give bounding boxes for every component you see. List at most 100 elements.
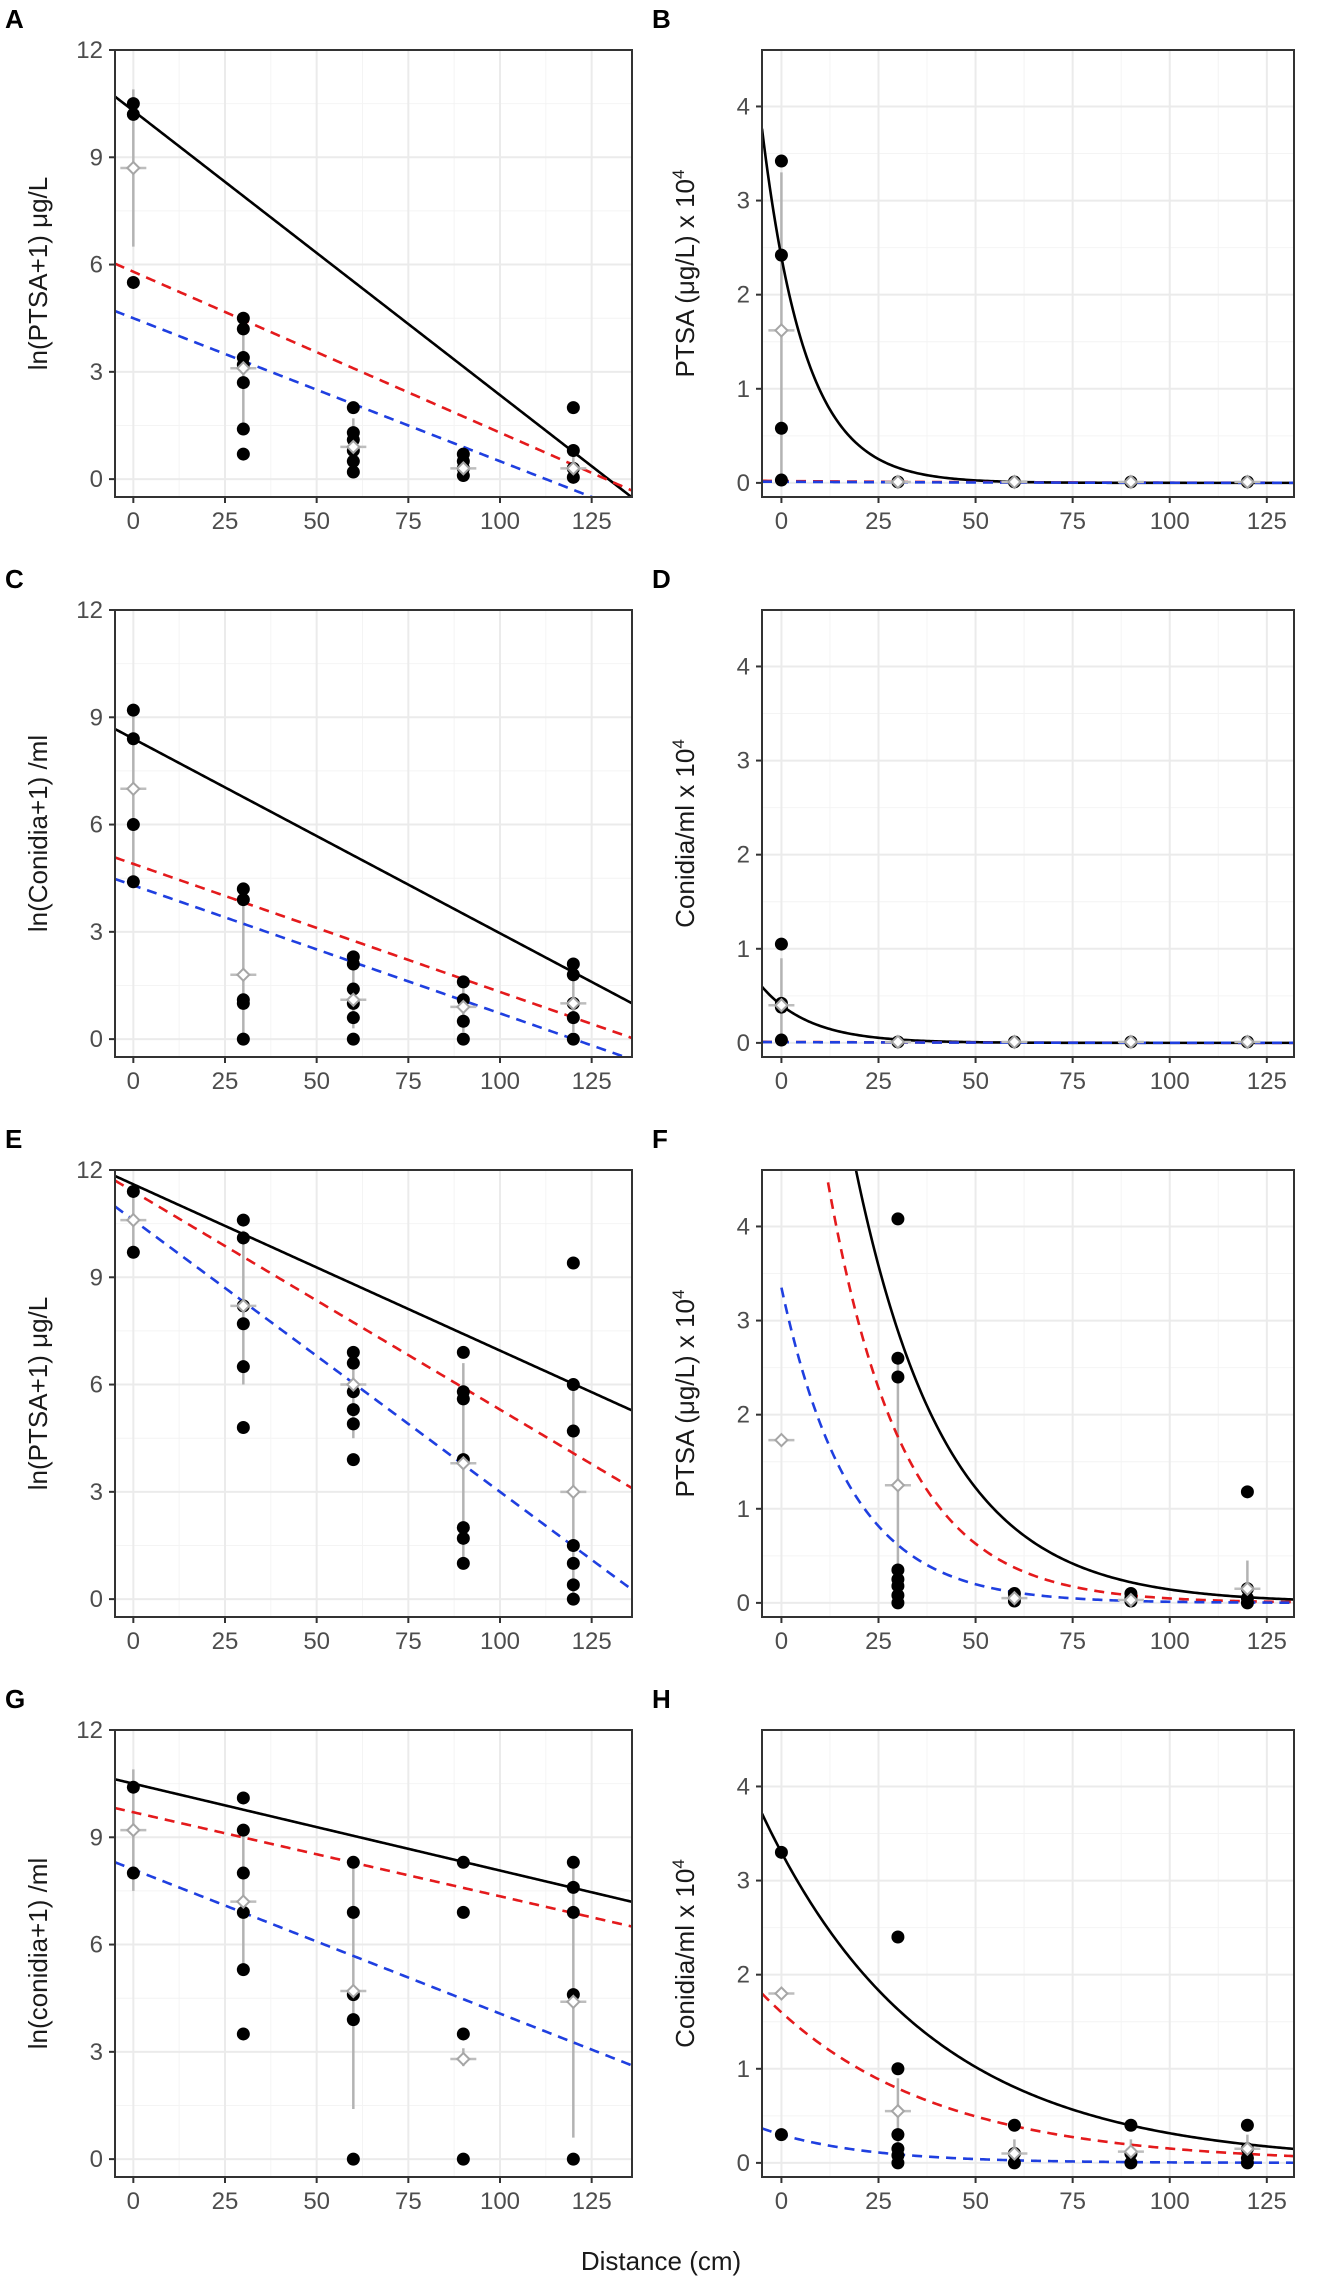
x-tick-label: 25: [865, 2188, 892, 2215]
data-point: [891, 1212, 905, 1226]
x-tick-label: 100: [1150, 508, 1190, 535]
data-point: [346, 454, 360, 468]
mean-marker: [565, 1994, 581, 2010]
panel-letter: E: [5, 1124, 22, 1154]
data-point: [236, 322, 250, 336]
y-tick-label: 9: [90, 1264, 103, 1291]
y-tick-label: 0: [90, 1026, 103, 1053]
y-tick-label: 4: [737, 93, 750, 120]
data-point: [566, 1855, 580, 1869]
mean-marker: [345, 1377, 361, 1392]
panel-frame: [761, 609, 1295, 1058]
data-point: [126, 1780, 140, 1794]
data-point: [456, 1556, 470, 1570]
data-point: [456, 1345, 470, 1359]
y-axis-title: ln(Conidia+1) /ml: [23, 735, 53, 932]
plot-background: [762, 50, 1294, 497]
data-point: [566, 444, 580, 458]
data-point: [346, 1011, 360, 1025]
data-layer: [762, 1813, 1294, 2170]
y-tick-label: 9: [90, 144, 103, 171]
data-point: [774, 154, 788, 168]
x-tick-label: 50: [303, 1628, 330, 1655]
fit-line-black: [115, 95, 632, 497]
x-tick-label: 100: [1150, 2188, 1190, 2215]
x-tick-label: 50: [962, 508, 989, 535]
y-tick-label: 0: [90, 1586, 103, 1613]
y-tick-label: 6: [90, 1932, 103, 1959]
data-point: [566, 1880, 580, 1894]
data-point: [126, 275, 140, 289]
data-point: [126, 1184, 140, 1198]
data-layer: [768, 1170, 1294, 1610]
plot-background: [115, 1170, 632, 1617]
data-point: [456, 1855, 470, 1869]
data-point: [566, 470, 580, 484]
data-point: [236, 447, 250, 461]
y-tick-label: 1: [737, 2056, 750, 2083]
y-axis-title: ln(PTSA+1) μg/L: [23, 177, 53, 370]
x-tick-label: 25: [865, 1628, 892, 1655]
y-tick-label: 4: [737, 1213, 750, 1240]
data-point: [126, 107, 140, 121]
x-tick-label: 25: [865, 508, 892, 535]
data-point: [126, 732, 140, 746]
data-layer: [115, 703, 632, 1057]
panel-frame: [114, 49, 633, 498]
mean-marker: [345, 439, 361, 455]
data-point: [456, 975, 470, 989]
data-point: [566, 957, 580, 971]
mean-marker: [1239, 2141, 1255, 2157]
y-tick-label: 2: [737, 1402, 750, 1429]
y-tick-label: 12: [76, 1157, 103, 1184]
mean-marker: [1006, 2146, 1022, 2161]
mean-marker: [1239, 474, 1255, 490]
mean-marker: [1123, 2144, 1139, 2160]
x-tick-label: 0: [775, 1068, 788, 1095]
panel-letter: H: [652, 1684, 671, 1714]
mean-marker: [890, 1477, 906, 1493]
x-tick-label: 125: [572, 1068, 612, 1095]
x-tick-label: 50: [962, 2188, 989, 2215]
x-tick-label: 100: [480, 1068, 520, 1095]
y-tick-label: 3: [90, 919, 103, 946]
x-tick-label: 25: [212, 508, 239, 535]
data-point: [891, 1930, 905, 1944]
mean-marker: [125, 1822, 141, 1838]
y-tick-label: 2: [737, 842, 750, 869]
mean-marker: [1006, 1590, 1022, 1606]
data-point: [236, 1791, 250, 1805]
fit-line-red: [826, 1182, 1294, 1604]
data-layer: [762, 937, 1294, 1050]
mean-marker: [455, 2051, 471, 2067]
data-point: [1240, 2118, 1254, 2132]
data-point: [236, 376, 250, 390]
mean-marker: [235, 1298, 251, 1314]
plot-background: [115, 50, 632, 497]
panel-f: 0 1 2 3 4 0 25 50 75 100 125 F PTSA (μg/L) x 104: [652, 1124, 1295, 1655]
x-tick-label: 75: [1059, 1628, 1086, 1655]
mean-marker: [774, 1432, 789, 1448]
x-tick-label: 50: [303, 2188, 330, 2215]
y-tick-label: 1: [737, 936, 750, 963]
data-point: [456, 1392, 470, 1406]
x-tick-label: 25: [212, 2188, 239, 2215]
data-point: [566, 1256, 580, 1270]
data-point: [346, 1345, 360, 1359]
fit-line-black: [115, 1174, 632, 1412]
panel-h: 0 1 2 3 4 0 25 50 75 100 125 H Conidia/ml x 104: [652, 1684, 1295, 2215]
x-tick-label: 75: [395, 508, 422, 535]
data-layer: [115, 89, 632, 497]
mean-marker: [125, 781, 141, 797]
y-tick-label: 12: [76, 1717, 103, 1744]
data-layer: [115, 1174, 632, 1606]
x-tick-label: 125: [1247, 2188, 1287, 2215]
data-point: [1240, 1485, 1254, 1499]
panel-letter: C: [5, 564, 24, 594]
y-tick-label: 3: [90, 359, 103, 386]
data-point: [236, 1213, 250, 1227]
x-tick-label: 50: [303, 508, 330, 535]
x-tick-label: 50: [962, 1628, 989, 1655]
data-point: [566, 2152, 580, 2166]
data-point: [126, 97, 140, 111]
